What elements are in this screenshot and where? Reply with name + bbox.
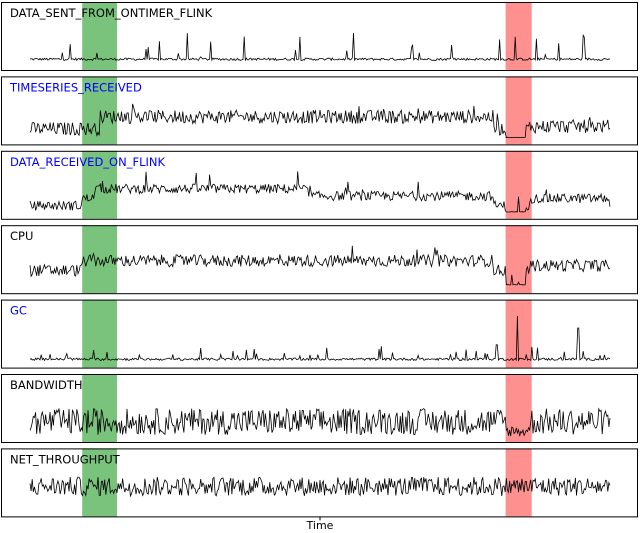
panel-frame xyxy=(1,299,638,369)
panel-frame xyxy=(1,225,638,295)
highlight-region xyxy=(82,299,117,368)
panel-data-sent-from-ontimer-flink: DATA_SENT_FROM_ONTIMER_FLINK xyxy=(1,2,638,71)
series-line xyxy=(29,32,611,62)
panel-frame xyxy=(1,374,638,443)
series-label: NET_THROUGHPUT xyxy=(10,452,121,466)
panel-data-received-on-flink: DATA_RECEIVED_ON_FLINK xyxy=(1,150,638,220)
panel-gc: GC xyxy=(1,299,638,369)
highlight-region xyxy=(505,76,532,145)
series-label: TIMESERIES_RECEIVED xyxy=(9,80,142,94)
highlight-region xyxy=(82,448,117,517)
series-line xyxy=(29,315,611,362)
series-label: CPU xyxy=(10,229,33,243)
panel-net-throughput: NET_THROUGHPUT xyxy=(1,448,638,518)
series-line xyxy=(29,171,611,213)
highlight-region xyxy=(82,374,117,442)
x-axis-label: Time xyxy=(306,519,334,532)
series-label: GC xyxy=(10,304,27,318)
series-line xyxy=(29,407,611,437)
panel-frame xyxy=(1,76,638,146)
panel-frame xyxy=(1,2,638,71)
panel-timeseries-received: TIMESERIES_RECEIVED xyxy=(1,76,638,146)
series-line xyxy=(29,103,611,139)
panel-frame xyxy=(1,150,638,220)
series-label: DATA_SENT_FROM_ONTIMER_FLINK xyxy=(10,6,213,20)
panel-cpu: CPU xyxy=(1,225,638,295)
series-label: BANDWIDTH xyxy=(10,378,83,392)
series-line xyxy=(29,245,611,286)
series-label: DATA_RECEIVED_ON_FLINK xyxy=(10,155,165,169)
highlight-region xyxy=(505,150,532,219)
series-line xyxy=(29,476,611,498)
panel-bandwidth: BANDWIDTH xyxy=(1,374,638,443)
